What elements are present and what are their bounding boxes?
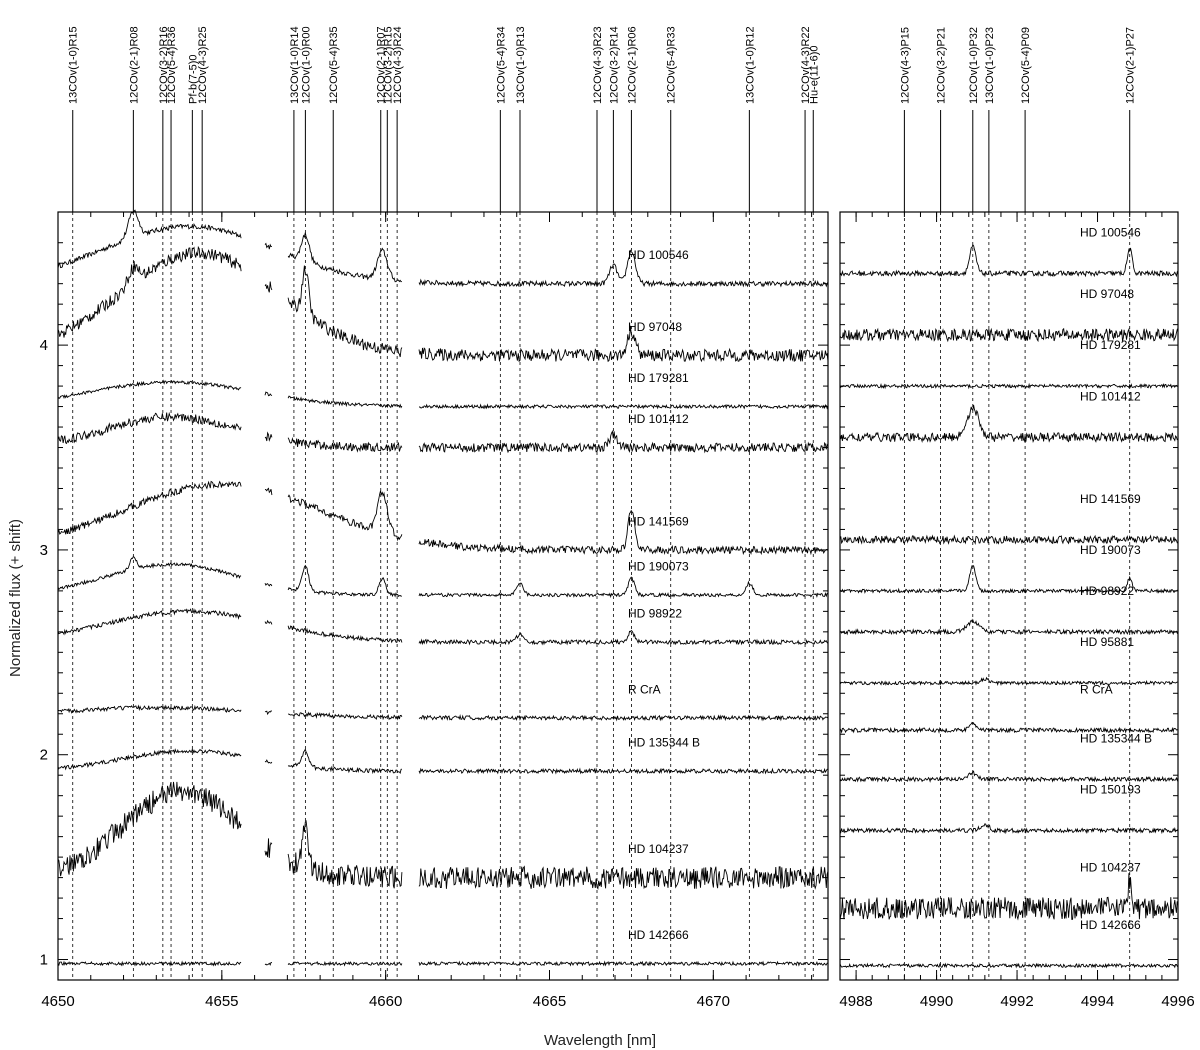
left-series-label: HD 98922 <box>628 607 682 621</box>
right-line-label: 13COv(1-0)P23 <box>984 27 996 104</box>
x-tick-label: 4994 <box>1081 993 1114 1010</box>
right-spectrum <box>839 534 1179 546</box>
left-line-label: 13COv(1-0)R15 <box>68 26 80 104</box>
left-line-label: 12COv(1-0)R00 <box>300 26 312 104</box>
right-spectrum <box>839 618 1179 636</box>
x-tick-label: 4660 <box>369 993 402 1010</box>
right-series-label: HD 142666 <box>1080 918 1141 932</box>
left-line-label: 12COv(3-2)R14 <box>608 26 620 104</box>
left-series-label: HD 104237 <box>628 842 689 856</box>
x-tick-label: 4996 <box>1161 993 1194 1010</box>
y-axis-title: Normalized flux (+ shift) <box>7 519 24 677</box>
left-series-label: R CrA <box>628 682 661 696</box>
right-spectrum <box>839 404 1179 444</box>
right-spectrum <box>839 721 1179 734</box>
left-spectrum <box>57 747 829 775</box>
left-line-label: 12COv(4-3)R24 <box>392 26 404 104</box>
right-spectrum <box>839 676 1178 686</box>
left-line-label: Pf-b(7-5)0 <box>187 54 199 104</box>
right-line-label: 12COv(4-3)P15 <box>899 27 911 104</box>
left-line-label: 12COv(5-4)R33 <box>666 26 678 104</box>
right-series-label: HD 101412 <box>1080 389 1141 403</box>
left-series-label: HD 100546 <box>628 248 689 262</box>
left-line-label: 13COv(1-0)R12 <box>744 26 756 104</box>
right-series-label: HD 98922 <box>1080 584 1134 598</box>
left-panel-frame <box>57 211 829 981</box>
x-tick-label: 4665 <box>533 993 566 1010</box>
right-series-label: HD 135344 B <box>1080 731 1152 745</box>
right-series-label: HD 100546 <box>1080 226 1141 240</box>
left-spectrum <box>57 555 829 599</box>
y-tick-label: 4 <box>40 337 48 354</box>
x-tick-label: 4655 <box>205 993 238 1010</box>
spectra: HD 100546 HD 100546 HD 97048 HD 97048 HD 179… <box>57 209 1179 969</box>
right-spectrum <box>839 327 1179 343</box>
right-series-label: HD 150193 <box>1080 783 1141 797</box>
right-series-label: HD 179281 <box>1080 338 1141 352</box>
right-spectrum <box>839 873 1179 921</box>
left-series-label: HD 135344 B <box>628 736 700 750</box>
left-line-label: 12COv(2-1)R07 <box>376 26 388 104</box>
right-spectrum <box>839 962 1179 969</box>
right-series-label: HD 97048 <box>1080 287 1134 301</box>
right-spectrum <box>839 770 1179 783</box>
left-spectrum <box>57 411 829 454</box>
right-series-label: HD 190073 <box>1080 543 1141 557</box>
left-line-label: Hu-e(11-6)0 <box>808 46 820 105</box>
left-line-label: 13COv(1-0)R13 <box>515 26 527 104</box>
left-line-label: 12COv(5-4)R35 <box>328 26 340 104</box>
left-line-label: 13COv(1-0)R14 <box>289 26 301 104</box>
x-tick-label: 4650 <box>41 993 74 1010</box>
left-series-label: HD 142666 <box>628 928 689 942</box>
right-series-label: R CrA <box>1080 682 1113 696</box>
right-spectrum <box>839 565 1179 594</box>
left-line-label: 12COv(2-1)R06 <box>626 26 638 104</box>
right-spectrum <box>839 244 1179 278</box>
y-tick-label: 2 <box>40 747 48 764</box>
x-tick-label: 4992 <box>1000 993 1033 1010</box>
right-line-label: 12COv(1-0)P32 <box>968 27 980 104</box>
left-spectrum <box>57 480 829 556</box>
right-series-label: HD 95881 <box>1080 635 1134 649</box>
line-identifications: 13COv(1-0)R15 12COv(2-1)R08 12COv(3-2)R161… <box>68 26 1137 980</box>
right-line-label: 12COv(3-2)P21 <box>936 27 948 104</box>
left-line-label: 12COv(4-3)R22 <box>800 26 812 104</box>
left-series-label: HD 97048 <box>628 320 682 334</box>
left-spectrum <box>57 960 829 967</box>
left-series-label: HD 101412 <box>628 412 689 426</box>
left-line-label: 12COv(2-1)R08 <box>128 26 140 104</box>
right-spectrum <box>839 382 1179 390</box>
left-spectrum <box>57 607 829 646</box>
left-line-label: 12COv(5-4)R36 <box>166 26 178 104</box>
left-line-label: 12COv(4-3)R23 <box>592 26 604 104</box>
right-panel-frame <box>839 211 1179 981</box>
left-line-label: 12COv(5-4)R34 <box>495 26 507 104</box>
y-tick-label: 3 <box>40 542 48 559</box>
right-spectrum <box>839 823 1179 835</box>
x-tick-label: 4988 <box>839 993 872 1010</box>
x-axis-title: Wavelength [nm] <box>544 1032 656 1049</box>
left-spectrum <box>57 245 829 363</box>
right-line-label: 12COv(5-4)P09 <box>1020 27 1032 104</box>
left-spectrum <box>57 781 829 890</box>
left-series-label: HD 179281 <box>628 371 689 385</box>
right-series-label: HD 104237 <box>1080 860 1141 874</box>
left-line-label: 12COv(3-2)R16 <box>158 26 170 104</box>
left-series-label: HD 190073 <box>628 559 689 573</box>
axes: 4650 4655 4660 4665 4670 4988 4990 4992 4994 4996… <box>40 211 1195 1010</box>
left-spectrum <box>57 209 829 288</box>
left-spectrum <box>57 704 829 722</box>
x-tick-label: 4990 <box>920 993 953 1010</box>
x-tick-label: 4670 <box>697 993 730 1010</box>
left-line-label: 12COv(3-2)R15 <box>382 26 394 104</box>
right-series-label: HD 141569 <box>1080 492 1141 506</box>
left-series-label: HD 141569 <box>628 514 689 528</box>
left-line-label: 12COv(4-3)R25 <box>197 26 209 104</box>
right-line-label: 12COv(2-1)P27 <box>1125 27 1137 104</box>
left-spectrum <box>57 379 829 410</box>
y-tick-label: 1 <box>40 952 48 969</box>
